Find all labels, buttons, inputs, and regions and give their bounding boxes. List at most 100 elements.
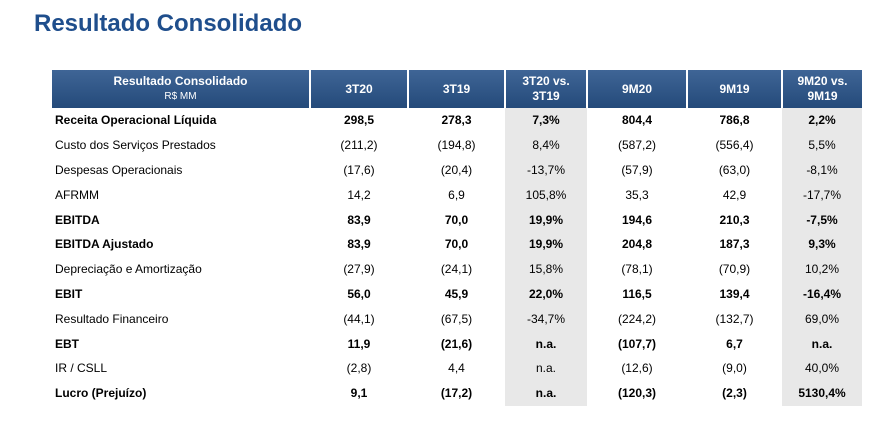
cell-value: 9,3%	[782, 231, 862, 257]
table-row: IR / CSLL (2,8) 4,4 n.a. (12,6) (9,0) 40,0%	[52, 355, 862, 381]
cell-value: n.a.	[505, 355, 587, 381]
column-header: 9M20 vs. 9M19	[781, 70, 862, 108]
cell-value: 83,9	[347, 212, 371, 227]
cell-value: n.a.	[782, 331, 862, 356]
row-label: EBITDA	[55, 212, 100, 227]
table-row: Custo dos Serviços Prestados (211,2) (194,…	[52, 132, 862, 158]
table-row: AFRMM 14,2 6,9 105,8% 35,3 42,9 -17,7%	[52, 182, 862, 208]
cell-value: 204,8	[621, 237, 653, 252]
cell-value: -8,1%	[782, 157, 862, 183]
cell-value: -13,7%	[505, 157, 587, 183]
row-label: AFRMM	[55, 187, 99, 202]
column-header: 3T20	[309, 70, 408, 108]
table-row: Depreciação e Amortização (27,9) (24,1) 15,…	[52, 256, 862, 282]
table-row: EBIT 56,0 45,9 22,0% 116,5 139,4 -16,4%	[52, 281, 862, 307]
cell-value: -17,7%	[782, 182, 862, 208]
cell-value: (2,8)	[346, 361, 372, 376]
column-header: 3T20 vs. 3T19	[504, 70, 587, 108]
cell-value: 5130,4%	[782, 380, 862, 406]
cell-value: (70,9)	[718, 262, 751, 277]
row-label: Despesas Operacionais	[55, 162, 183, 177]
cell-value: (224,2)	[617, 311, 657, 326]
cell-value: (107,7)	[617, 336, 657, 351]
row-label: IR / CSLL	[55, 361, 108, 376]
cell-value: 45,9	[444, 286, 469, 301]
cell-value: (12,6)	[621, 361, 653, 376]
cell-value: n.a.	[505, 380, 587, 406]
row-label: Resultado Financeiro	[55, 311, 169, 326]
cell-value: 9,1	[350, 386, 368, 401]
cell-value: 6,7	[726, 336, 743, 351]
table-row: Lucro (Prejuízo) 9,1 (17,2) n.a. (120,3) (2,3…	[52, 380, 862, 406]
cell-value: 70,0	[444, 237, 469, 252]
cell-value: 42,9	[722, 187, 747, 202]
cell-value: (194,8)	[437, 138, 476, 153]
table-row: Receita Operacional Líquida 298,5 278,3 7,3…	[52, 108, 862, 133]
cell-value: 6,9	[448, 187, 465, 202]
cell-value: (21,6)	[440, 336, 473, 351]
cell-value: 7,3%	[505, 108, 587, 133]
cell-value: (78,1)	[621, 262, 653, 277]
row-label: EBIT	[55, 286, 83, 301]
corner-title: Resultado Consolidado	[113, 74, 248, 88]
cell-value: 19,9%	[505, 207, 587, 232]
results-table: Resultado Consolidado R$ MM 3T20 3T19 3T20 …	[52, 70, 862, 406]
cell-value: 15,8%	[505, 256, 587, 282]
table-row: Resultado Financeiro (44,1) (67,5) -34,7% (2…	[52, 306, 862, 332]
cell-value: (587,2)	[617, 138, 657, 153]
column-header: 9M20	[586, 70, 687, 108]
row-label: Lucro (Prejuízo)	[55, 386, 147, 401]
cell-value: 187,3	[719, 237, 750, 252]
cell-value: 194,6	[621, 212, 653, 227]
cell-value: 19,9%	[505, 231, 587, 257]
cell-value: (24,1)	[440, 262, 473, 277]
cell-value: 56,0	[347, 286, 371, 301]
row-label: EBITDA Ajustado	[55, 237, 154, 252]
cell-value: 105,8%	[505, 182, 587, 208]
cell-value: 83,9	[347, 237, 371, 252]
cell-value: n.a.	[505, 331, 587, 356]
cell-value: 35,3	[625, 187, 649, 202]
cell-value: 11,9	[347, 336, 371, 351]
cell-value: (17,6)	[343, 162, 375, 177]
cell-value: (211,2)	[340, 138, 378, 153]
cell-value: (120,3)	[617, 386, 657, 401]
cell-value: (9,0)	[722, 361, 747, 376]
column-header: 3T19	[407, 70, 505, 108]
header-row: Resultado Consolidado R$ MM 3T20 3T19 3T20 …	[52, 70, 862, 108]
cell-value: 14,2	[347, 187, 371, 202]
cell-value: (67,5)	[440, 311, 473, 326]
table-row: EBITDA 83,9 70,0 19,9% 194,6 210,3 -7,5%	[52, 207, 862, 232]
cell-value: 10,2%	[782, 256, 862, 282]
corner-subtitle: R$ MM	[164, 91, 197, 102]
cell-value: 5,5%	[782, 132, 862, 158]
cell-value: (63,0)	[718, 162, 751, 177]
cell-value: (17,2)	[440, 386, 473, 401]
cell-value: 298,5	[343, 113, 375, 128]
cell-value: 22,0%	[505, 281, 587, 307]
cell-value: 70,0	[444, 212, 469, 227]
row-label: Depreciação e Amortização	[55, 262, 202, 277]
cell-value: 8,4%	[505, 132, 587, 158]
cell-value: (556,4)	[715, 138, 754, 153]
column-header: 9M19	[686, 70, 782, 108]
table-row: EBITDA Ajustado 83,9 70,0 19,9% 204,8 187,3 9,…	[52, 231, 862, 257]
cell-value: 804,4	[621, 113, 653, 128]
cell-value: -16,4%	[782, 281, 862, 307]
table-row: EBT 11,9 (21,6) n.a. (107,7) 6,7 n.a.	[52, 331, 862, 356]
row-label: EBT	[55, 336, 79, 351]
row-label: Custo dos Serviços Prestados	[55, 138, 216, 153]
cell-value: -7,5%	[782, 207, 862, 232]
cell-value: 278,3	[441, 113, 472, 128]
cell-value: 116,5	[622, 286, 652, 301]
cell-value: 40,0%	[782, 355, 862, 381]
cell-value: 69,0%	[782, 306, 862, 332]
page-title: Resultado Consolidado	[34, 10, 303, 37]
cell-value: 210,3	[719, 212, 750, 227]
cell-value: -34,7%	[505, 306, 587, 332]
cell-value: (132,7)	[715, 311, 754, 326]
cell-value: 2,2%	[782, 108, 862, 133]
cell-value: (44,1)	[343, 311, 375, 326]
table-row: Despesas Operacionais (17,6) (20,4) -13,7% (…	[52, 157, 862, 183]
